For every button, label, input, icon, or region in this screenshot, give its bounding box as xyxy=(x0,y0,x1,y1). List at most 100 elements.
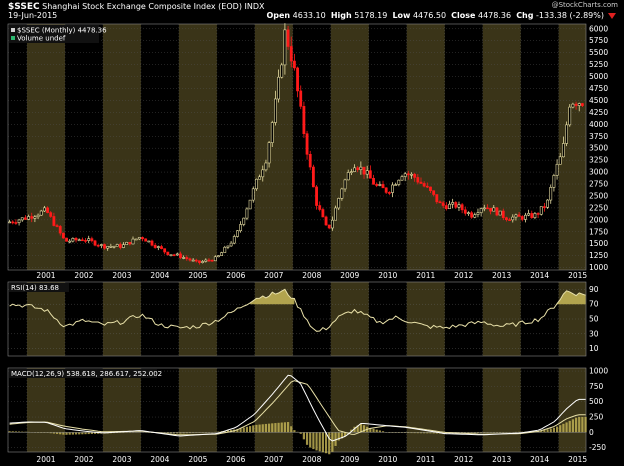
year-band xyxy=(26,368,65,452)
candle-body xyxy=(473,214,477,218)
macd-histogram-bar xyxy=(68,432,71,435)
change-label: Chg xyxy=(516,11,534,20)
price-tick-label: 5750 xyxy=(589,36,608,45)
candle-body xyxy=(128,242,132,245)
price-legend-box xyxy=(9,25,99,43)
candle-body xyxy=(11,221,15,224)
candle-body xyxy=(30,216,34,219)
macd-histogram-bar xyxy=(248,426,252,433)
candle-body xyxy=(103,244,106,249)
macd-histogram-bar xyxy=(255,424,258,433)
candle-body xyxy=(52,216,56,226)
candle-body xyxy=(264,162,268,171)
candle-body xyxy=(489,207,493,212)
volume-legend-label: Volume undef xyxy=(17,35,66,43)
price-tick-label: 3250 xyxy=(589,156,608,165)
candle-body xyxy=(327,224,331,229)
candle-body xyxy=(106,246,110,249)
price-tick-label: 4750 xyxy=(589,84,608,93)
macd-histogram-bar xyxy=(413,432,416,434)
macd-histogram-bar xyxy=(87,432,90,435)
rsi-line xyxy=(9,288,586,332)
macd-histogram-bar xyxy=(84,432,87,435)
macd-histogram-bar xyxy=(328,432,331,455)
candle-body xyxy=(46,207,49,213)
candle-body xyxy=(340,188,344,199)
candle-body xyxy=(122,244,125,248)
year-band xyxy=(482,24,521,270)
candle-body xyxy=(172,254,176,257)
candle-body xyxy=(324,216,328,226)
candle-body xyxy=(460,204,464,211)
macd-histogram-bar xyxy=(552,427,556,433)
candle-body xyxy=(315,186,318,206)
macd-histogram-bar xyxy=(410,432,413,434)
macd-histogram-bar xyxy=(546,429,549,433)
year-band xyxy=(26,282,65,356)
low-label: Low xyxy=(392,11,411,20)
macd-tick-label: 500 xyxy=(589,397,604,406)
rsi-legend-box xyxy=(9,283,69,292)
candle-body xyxy=(514,214,518,218)
price-tick-label: 5000 xyxy=(589,72,608,81)
year-tick-label: 2012 xyxy=(454,271,473,280)
macd-histogram-bar xyxy=(188,432,192,434)
macd-histogram-bar xyxy=(24,431,27,433)
candle-body xyxy=(479,208,483,213)
candle-body xyxy=(505,217,508,220)
macd-histogram-bar xyxy=(343,432,347,437)
candle-body xyxy=(210,259,214,262)
candle-body xyxy=(87,238,91,241)
candle-body xyxy=(188,258,192,261)
candle-body xyxy=(55,225,59,227)
macd-histogram-bar xyxy=(423,432,426,434)
macd-histogram-bar xyxy=(226,430,230,433)
candle-body xyxy=(517,214,521,217)
candle-body xyxy=(182,257,186,259)
macd-histogram-bar xyxy=(353,426,356,433)
candle-body xyxy=(552,175,556,188)
year-tick-label: 2013 xyxy=(492,455,511,464)
candle-body xyxy=(533,213,537,218)
macd-histogram-bar xyxy=(476,432,480,434)
year-tick-label: 2007 xyxy=(264,455,283,464)
candle-body xyxy=(125,242,129,245)
candle-body xyxy=(375,184,379,186)
candle-body xyxy=(198,260,201,263)
candle-body xyxy=(20,217,24,221)
price-tick-label: 4000 xyxy=(589,120,608,129)
candle-body xyxy=(397,179,401,185)
candle-body xyxy=(511,216,515,221)
candle-body xyxy=(400,176,404,181)
year-band xyxy=(178,24,217,270)
candle-body xyxy=(435,194,439,203)
year-tick-label: 2005 xyxy=(188,271,207,280)
macd-histogram-bar xyxy=(574,417,578,433)
rsi-tick-label: 30 xyxy=(589,329,599,338)
macd-histogram-bar xyxy=(340,432,343,439)
price-tick-label: 3750 xyxy=(589,132,608,141)
candle-body xyxy=(147,240,151,243)
candle-body xyxy=(425,185,429,188)
macd-histogram-bar xyxy=(559,425,562,433)
candle-body xyxy=(220,252,224,256)
candle-body xyxy=(451,202,455,205)
macd-histogram-bar xyxy=(8,431,11,433)
candle-body xyxy=(80,239,84,242)
macd-histogram-bar xyxy=(239,428,242,433)
macd-tick-label: -250 xyxy=(589,443,606,452)
panel-frame xyxy=(7,23,587,271)
year-band xyxy=(26,24,65,270)
close-label: Close xyxy=(451,11,476,20)
macd-histogram-bar xyxy=(166,432,169,434)
macd-histogram-bar xyxy=(182,432,185,434)
candle-body xyxy=(467,212,470,215)
macd-histogram-bar xyxy=(372,428,375,433)
high-value: 5178.19 xyxy=(354,11,388,20)
macd-histogram-bar xyxy=(176,432,179,434)
macd-tick-label: 750 xyxy=(589,382,604,391)
candle-body xyxy=(410,173,413,176)
candle-body xyxy=(561,143,565,158)
candle-body xyxy=(536,213,540,215)
candle-body xyxy=(267,142,271,164)
